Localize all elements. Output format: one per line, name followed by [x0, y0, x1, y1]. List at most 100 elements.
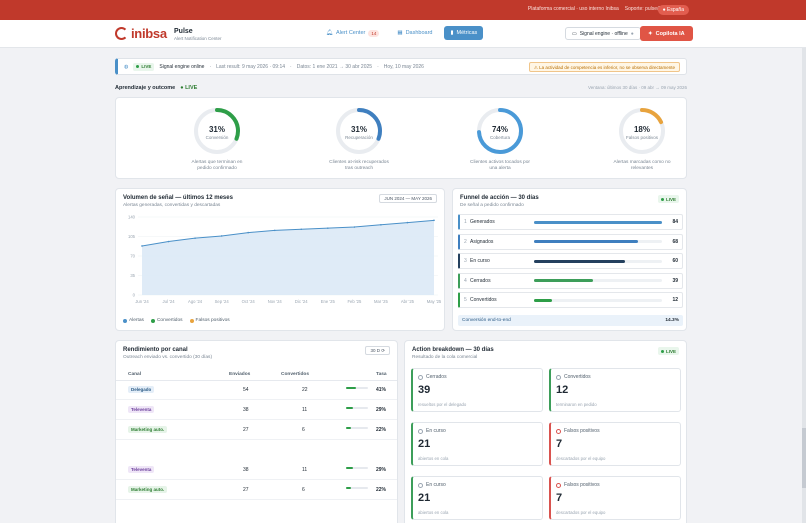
table-row[interactable]: Marketing auto. 27 6 22% — [116, 421, 397, 440]
logo-text: inibsa — [131, 26, 167, 41]
app-name: Pulse Alert Notification Center — [174, 28, 222, 41]
kpi-caption-line: Clientes activos tocados por — [470, 160, 530, 165]
data-point[interactable] — [220, 235, 223, 237]
logo[interactable]: inibsa — [115, 26, 167, 41]
x-tick-label: Oct '24 — [242, 299, 256, 304]
kpi-value: 74% — [492, 125, 508, 134]
x-tick-label: Dic '24 — [295, 299, 308, 304]
funnel-bar-fill — [534, 298, 552, 302]
channel-chip: Televenta — [128, 406, 155, 413]
data-point[interactable] — [273, 229, 276, 232]
sep: · — [377, 63, 379, 70]
funnel-bar — [534, 240, 662, 243]
action-tile[interactable]: Falsos positivos 7 descartados por el equi… — [549, 476, 681, 520]
volume-range-selector[interactable]: JUN 2024 — MAY 2026 — [379, 194, 437, 203]
funnel-value: 39 — [672, 277, 678, 284]
top-link-support[interactable]: Soporte: pulse@inibsa.com — [624, 6, 686, 12]
funnel-step: 3 — [464, 258, 467, 264]
table-row[interactable]: Delegado 54 22 41% — [116, 381, 397, 400]
funnel-card: Funnel de acción — 30 días De señal a pe… — [452, 188, 687, 331]
info-icon: ◍ — [124, 63, 129, 70]
cell-enviados: 54 — [243, 387, 249, 393]
action-tile[interactable]: Cerrados 39 resueltos por el delegado — [411, 368, 543, 412]
cell-tasa: 41% — [376, 387, 387, 393]
col-tasa[interactable]: Tasa — [376, 372, 387, 377]
funnel-bar-fill — [534, 259, 625, 263]
funnel-row[interactable]: 4 Cerrados 39 — [458, 272, 683, 289]
x-tick-label: Nov '24 — [268, 299, 283, 304]
table-row[interactable]: Televenta 38 11 29% — [116, 461, 397, 480]
tile-header: Convertidos — [556, 374, 591, 380]
funnel-label: Cerrados — [470, 277, 491, 284]
action-tile[interactable]: Falsos positivos 7 descartados por el equi… — [549, 422, 681, 466]
tile-footnote: terminaron en pedido — [556, 402, 597, 407]
ring-progress — [336, 108, 382, 154]
funnel-row[interactable]: 5 Convertidos 12 — [458, 292, 683, 308]
legend-item[interactable]: Alertas — [123, 318, 144, 323]
funnel-label: En curso — [470, 258, 490, 264]
data-point[interactable] — [247, 231, 249, 234]
funnel-bar — [534, 298, 662, 302]
nav-alert-center[interactable]: 🔔︎ Alert Center 14 — [320, 26, 385, 40]
kpi-value: 18% — [634, 125, 650, 134]
rate-bar — [346, 387, 368, 389]
volume-title: Volumen de señal — últimos 12 meses — [123, 195, 233, 201]
data-range: Datos: 1 ene 2021 → 30 abr 2025 — [296, 63, 373, 70]
data-point[interactable] — [167, 240, 170, 243]
copilot-label: Copilota IA — [655, 30, 685, 37]
x-tick-label: May '25 — [427, 299, 442, 304]
tile-label: Cerrados — [426, 374, 447, 380]
data-point[interactable] — [300, 228, 303, 231]
scrollbar[interactable] — [802, 48, 806, 523]
data-point[interactable] — [406, 221, 409, 224]
action-tile[interactable]: Convertidos 12 terminaron en pedido — [549, 368, 681, 412]
funnel-bar-fill — [534, 240, 638, 243]
col-convertidos[interactable]: Convertidos — [281, 372, 309, 377]
action-tile[interactable]: En curso 21 abiertos en cola — [411, 422, 543, 466]
kpi-caption-line: tras outreach — [345, 166, 373, 171]
funnel-row[interactable]: 2 Asignados 68 — [458, 233, 683, 250]
funnel-live-badge: LIVE — [657, 195, 679, 203]
data-point[interactable] — [380, 224, 382, 226]
data-point[interactable] — [353, 226, 356, 228]
kpi-ring: 31%Recuperación — [336, 108, 382, 154]
cell-convertidos: 6 — [302, 427, 305, 433]
data-point[interactable] — [194, 237, 196, 239]
legend-item[interactable]: Falsos positivos — [189, 318, 230, 323]
cell-convertidos: 11 — [302, 407, 308, 413]
section-header: Aprendizaje y outcome ● LIVE — [115, 85, 197, 91]
nav-dashboard[interactable]: ▦ Dashboard — [391, 26, 438, 40]
data-point[interactable] — [327, 227, 329, 229]
data-point[interactable] — [433, 219, 435, 222]
funnel-row[interactable]: 3 En curso 60 — [458, 253, 683, 269]
channel-subtitle: Outreach enviado vs. convertido (30 días… — [123, 355, 213, 360]
rate-bar-fill — [346, 387, 356, 389]
nav-metricas[interactable]: ▮ Métricas — [444, 26, 484, 40]
top-link-platform[interactable]: Plataforma comercial · uso interno Inibs… — [527, 6, 619, 12]
legend-item[interactable]: Convertidos — [150, 318, 183, 323]
live-dot-icon — [660, 197, 664, 201]
kpi-caption: Alertas que terminan en pedido confirmado — [177, 160, 257, 172]
cell-enviados: 27 — [243, 427, 249, 433]
table-row[interactable]: Televenta 38 11 29% — [116, 401, 397, 420]
funnel-bar — [534, 279, 662, 282]
kpi-value: 31% — [209, 125, 225, 134]
funnel-bar-fill — [534, 279, 593, 282]
copilot-button[interactable]: ✦ Copilota IA — [640, 26, 693, 41]
col-canal[interactable]: Canal — [128, 372, 142, 377]
col-enviados[interactable]: Enviados — [229, 372, 251, 377]
scrollbar-thumb[interactable] — [802, 428, 806, 488]
action-tile[interactable]: En curso 21 abiertos en cola — [411, 476, 543, 520]
kpi-label: Falsos positivos — [626, 135, 659, 140]
channel-range-selector[interactable]: 30 D ⟳ — [365, 346, 390, 355]
check-circle-icon — [418, 482, 423, 488]
funnel-step: 4 — [464, 277, 467, 284]
engine-selector[interactable]: ▭ Signal engine · offline ● — [565, 27, 641, 40]
table-row[interactable]: Marketing auto. 27 6 22% — [116, 481, 397, 500]
range-label: 30 D — [370, 348, 380, 353]
funnel-row[interactable]: 1 Generados 84 — [458, 214, 683, 230]
tile-header: En curso — [418, 482, 446, 488]
data-point[interactable] — [141, 245, 143, 247]
funnel-bar — [534, 220, 662, 224]
tile-header: Falsos positivos — [556, 428, 600, 434]
